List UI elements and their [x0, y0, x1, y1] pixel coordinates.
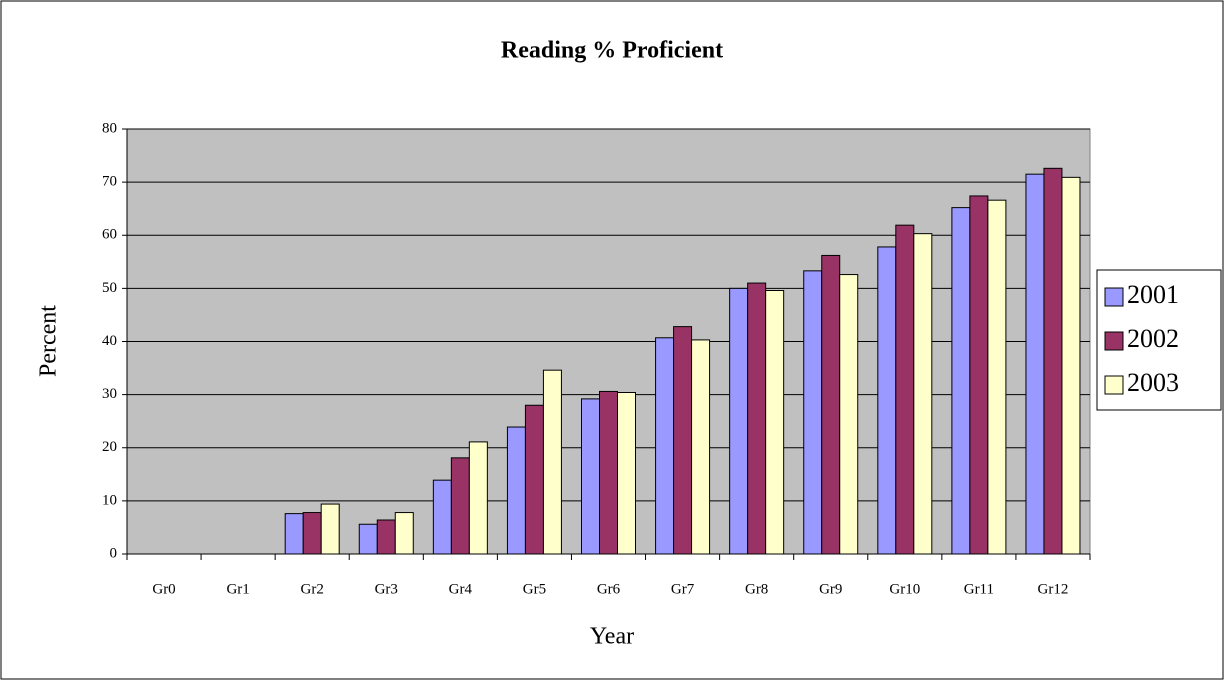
bar: [655, 337, 675, 555]
bar: [1025, 173, 1045, 555]
bar: [987, 199, 1007, 555]
y-tick-label: 10: [102, 492, 117, 508]
bar: [839, 274, 859, 555]
bar: [895, 224, 915, 555]
y-tick-label: 20: [102, 439, 117, 455]
y-tick-label: 0: [110, 545, 118, 561]
bar: [581, 398, 600, 555]
bar: [765, 290, 785, 555]
x-tick-label: Gr9: [819, 581, 842, 597]
x-tick-label: Gr0: [152, 581, 175, 597]
x-tick-label: Gr5: [523, 581, 546, 597]
x-tick-label: Gr10: [889, 581, 920, 597]
bar: [1043, 167, 1063, 555]
bar: [877, 246, 897, 555]
chart-title: Reading % Proficient: [501, 38, 723, 64]
x-axis-label: Year: [590, 624, 634, 650]
y-tick-label: 80: [102, 120, 117, 136]
x-tick-label: Gr6: [597, 581, 621, 597]
bar: [599, 390, 618, 555]
bar: [747, 282, 767, 555]
legend-swatch: [1104, 375, 1124, 395]
bar: [450, 457, 470, 555]
legend-label: 2003: [1127, 368, 1179, 397]
x-tick-label: Gr1: [226, 581, 249, 597]
bar: [432, 479, 452, 555]
x-tick-label: Gr3: [375, 581, 398, 597]
bar: [376, 519, 396, 555]
legend-swatch: [1104, 331, 1124, 351]
bar: [913, 233, 933, 555]
bar: [617, 392, 636, 555]
bar: [302, 512, 322, 555]
y-tick-label: 30: [102, 386, 117, 402]
bar: [729, 287, 749, 555]
x-tick-label: Gr12: [1038, 581, 1069, 597]
bar: [468, 441, 488, 555]
bar: [358, 523, 378, 555]
x-tick-label: Gr7: [671, 581, 695, 597]
y-tick-label: 60: [102, 227, 117, 243]
bar: [803, 270, 823, 555]
y-tick-label: 70: [102, 174, 117, 190]
bar: [320, 503, 340, 555]
bar: [394, 512, 414, 555]
bar: [524, 404, 544, 555]
x-tick-label: Gr11: [964, 581, 994, 597]
bar: [673, 326, 693, 555]
x-tick-label: Gr4: [449, 581, 473, 597]
bar: [951, 207, 971, 555]
legend-label: 2001: [1127, 280, 1179, 309]
x-tick-label: Gr2: [301, 581, 324, 597]
bar: [542, 369, 562, 555]
bar: [284, 513, 304, 555]
y-tick-label: 50: [102, 280, 117, 296]
legend-label: 2002: [1127, 324, 1179, 353]
bar: [821, 254, 841, 555]
legend-swatch: [1104, 287, 1124, 307]
bar: [1061, 176, 1081, 555]
bar: [969, 195, 989, 555]
y-tick-label: 40: [102, 333, 117, 349]
x-tick-label: Gr8: [745, 581, 768, 597]
bar: [691, 339, 711, 555]
bar: [506, 426, 526, 555]
y-axis-label: Percent: [36, 305, 62, 377]
